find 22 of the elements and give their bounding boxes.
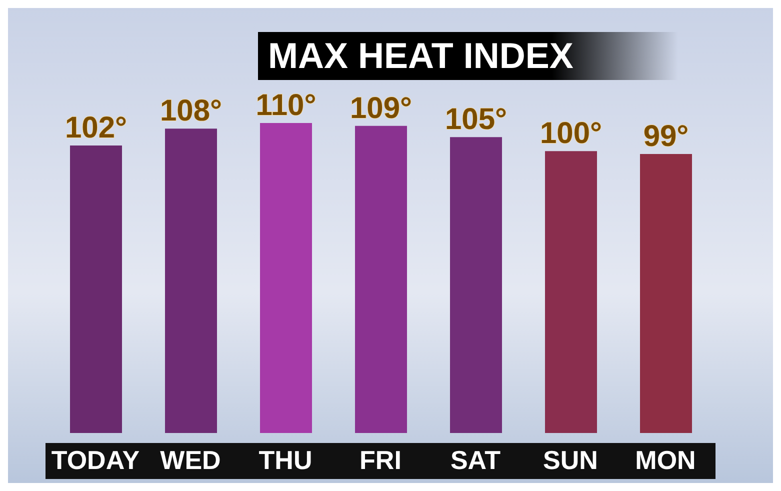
bar <box>260 123 312 433</box>
x-tick-label: TODAY <box>51 445 140 475</box>
bar <box>165 128 217 433</box>
x-tick-label: MON <box>635 445 696 475</box>
data-label: 110° <box>256 89 316 122</box>
data-label: 99° <box>643 120 689 153</box>
bar <box>640 154 692 433</box>
data-label: 109° <box>350 92 412 125</box>
x-tick-label: THU <box>258 445 312 475</box>
x-tick-label: SAT <box>450 445 501 475</box>
chart-title: MAX HEAT INDEX <box>268 34 574 78</box>
data-label: 105° <box>444 103 508 136</box>
data-label: 102° <box>64 112 128 145</box>
bar <box>70 146 122 433</box>
bar <box>545 151 597 433</box>
bar <box>450 137 502 433</box>
data-label: 100° <box>540 117 602 150</box>
bar <box>355 126 407 433</box>
x-tick-label: WED <box>160 445 221 475</box>
data-label: 108° <box>160 94 222 128</box>
x-tick-label: FRI <box>360 445 402 475</box>
x-tick-label: SUN <box>543 445 598 475</box>
